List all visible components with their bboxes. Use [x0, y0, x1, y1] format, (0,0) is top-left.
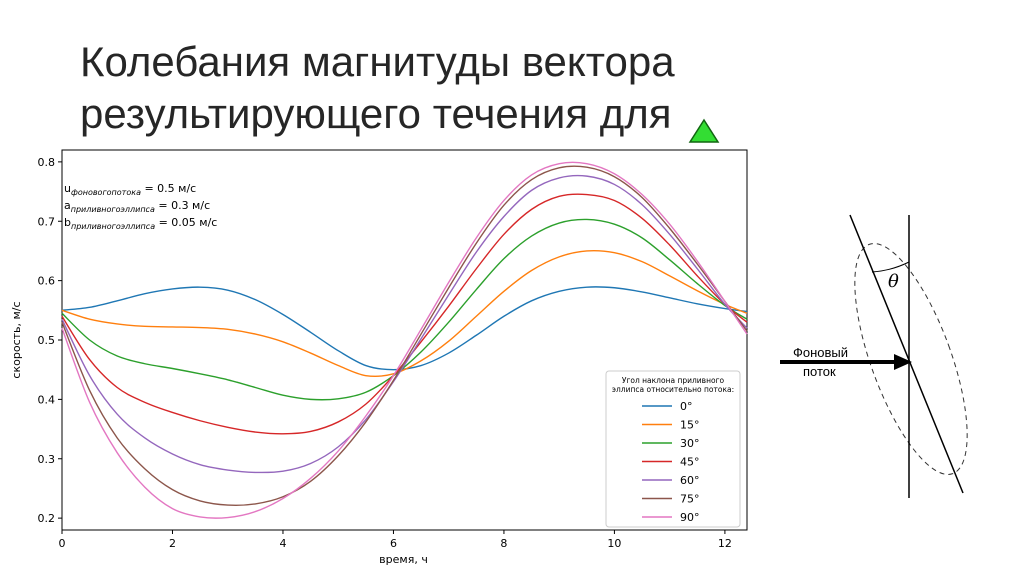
x-tick-label: 4	[279, 537, 286, 550]
legend-label: 45°	[680, 456, 700, 469]
x-tick-label: 8	[500, 537, 507, 550]
legend-label: 15°	[680, 419, 700, 432]
title-line-1: Колебания магнитуды вектора	[80, 38, 675, 85]
legend-box	[605, 370, 741, 528]
param-annotation-0: uфоновогопотока = 0.5 м/с	[64, 182, 196, 197]
series-line-5	[61, 165, 748, 506]
param-annotation-1: aприливногоэллипса = 0.3 м/с	[64, 199, 210, 214]
series-line-6	[61, 161, 748, 519]
green-triangle-icon	[688, 104, 720, 143]
series-line-1	[61, 249, 748, 378]
slide-title: Колебания магнитуды вектора результирующ…	[80, 36, 780, 143]
x-tick-label: 0	[59, 537, 66, 550]
x-tick-label: 10	[607, 537, 621, 550]
y-tick-label: 0.5	[38, 334, 56, 347]
y-tick-label: 0.2	[38, 512, 56, 525]
ellipse-axis-line	[849, 214, 964, 494]
x-tick-label: 6	[390, 537, 397, 550]
flow-arrow-head	[894, 354, 912, 370]
y-axis-label: скорость, м/с	[10, 301, 23, 378]
flow-angle-diagram: θ Фоновый поток	[780, 214, 968, 498]
series-line-4	[61, 174, 748, 474]
y-tick-label: 0.6	[38, 275, 56, 288]
legend-label: 90°	[680, 511, 700, 524]
title-line-2: результирующего течения для	[80, 88, 780, 143]
flow-label-line2: поток	[803, 364, 836, 379]
series-line-3	[61, 193, 748, 435]
x-tick-label: 12	[718, 537, 732, 550]
tidal-ellipse	[854, 243, 968, 475]
angle-theta-label: θ	[888, 271, 899, 292]
legend-label: 0°	[680, 400, 693, 413]
angle-arc	[871, 261, 910, 273]
series-line-2	[61, 218, 748, 401]
line-chart: 0.2 0.3 0.4 0.5 0.6 0.7 0.8 0 2 4 6 8 10 12 время, ч ск…	[10, 149, 748, 566]
y-tick-label: 0.8	[38, 156, 56, 169]
legend-title-line: эллипса относительно потока:	[612, 385, 734, 394]
flow-label-line1: Фоновый	[793, 345, 848, 360]
legend-title-line: Угол наклона приливного	[622, 376, 725, 385]
x-axis-label: время, ч	[379, 553, 428, 566]
y-tick-label: 0.3	[38, 453, 56, 466]
param-annotation-2: bприливногоэллипса = 0.05 м/с	[64, 216, 217, 231]
legend-label: 75°	[680, 493, 700, 506]
title-line-2-text: результирующего течения для	[80, 90, 672, 137]
legend-label: 60°	[680, 474, 700, 487]
y-tick-label: 0.4	[38, 393, 56, 406]
legend-label: 30°	[680, 437, 700, 450]
y-tick-label: 0.7	[38, 215, 56, 228]
x-tick-label: 2	[169, 537, 176, 550]
